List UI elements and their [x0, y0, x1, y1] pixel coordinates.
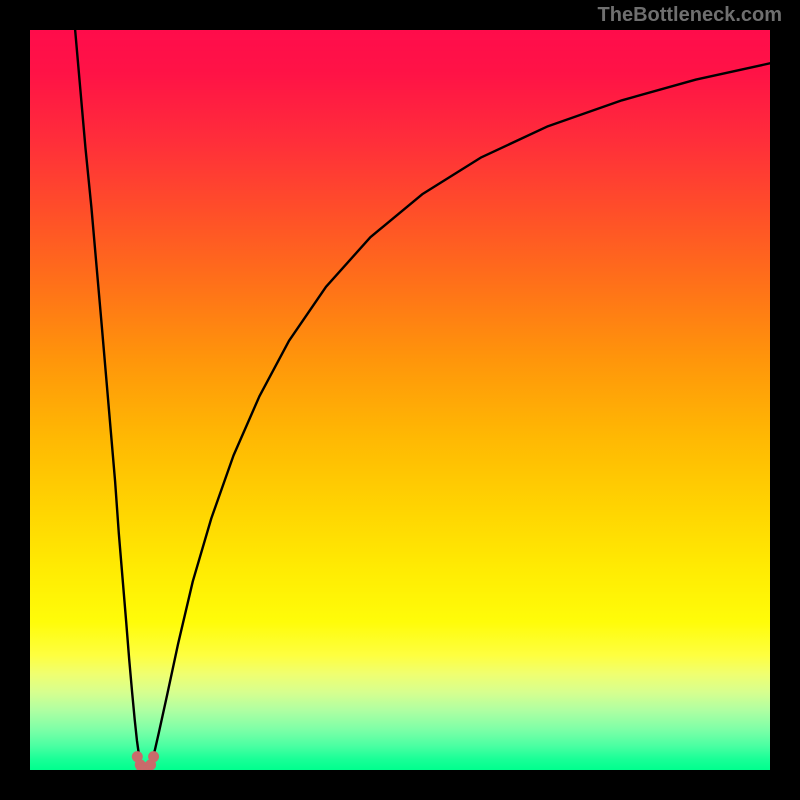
bottleneck-chart-svg: [0, 0, 800, 800]
watermark-text: TheBottleneck.com: [598, 4, 782, 27]
chart-frame: TheBottleneck.com: [0, 0, 800, 800]
gradient-background: [30, 30, 770, 770]
valley-marker: [149, 752, 159, 762]
